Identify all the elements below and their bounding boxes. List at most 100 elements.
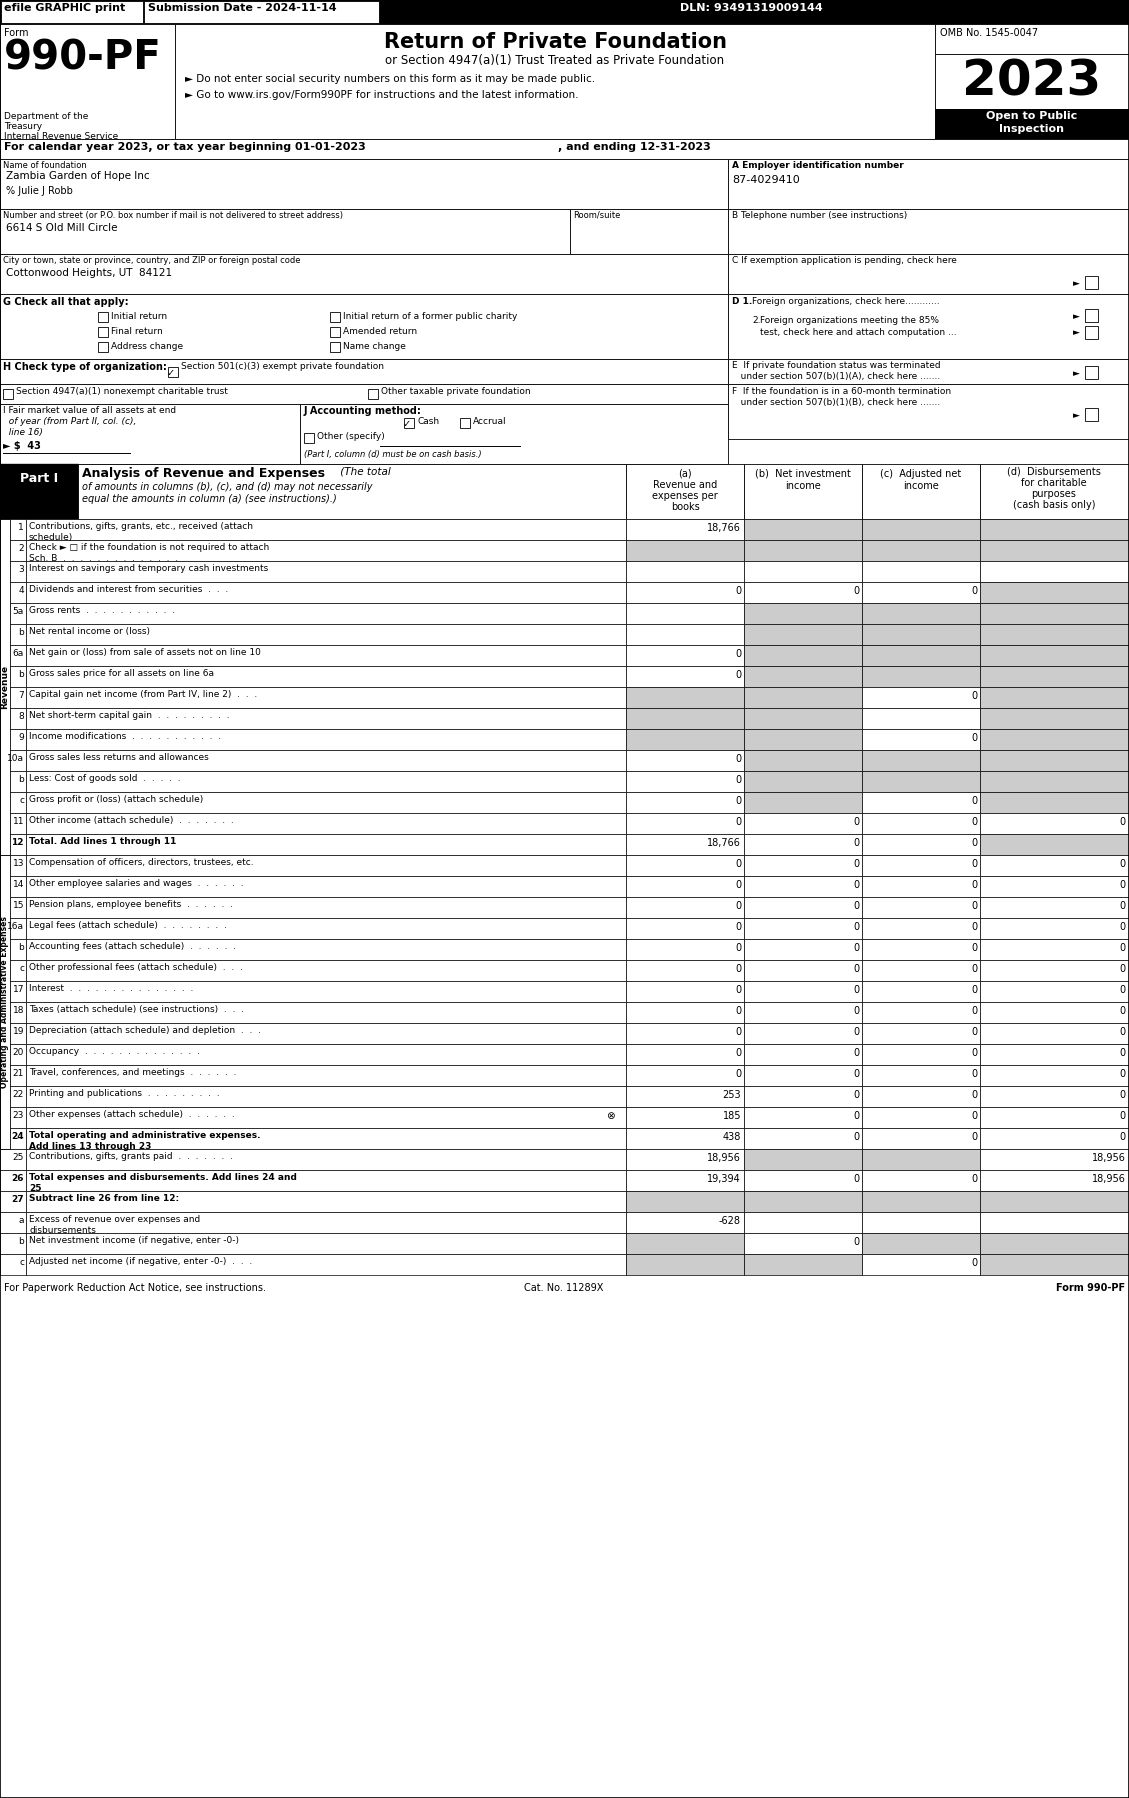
Bar: [98, 327, 108, 336]
Bar: [26, 1212, 625, 1233]
Bar: [26, 665, 625, 687]
Text: 0: 0: [852, 838, 859, 849]
Bar: [744, 834, 863, 856]
Bar: [26, 960, 625, 982]
Text: 0: 0: [852, 1027, 859, 1037]
Text: ► Do not enter social security numbers on this form as it may be made public.: ► Do not enter social security numbers o…: [185, 74, 595, 85]
Text: 18,766: 18,766: [707, 523, 741, 532]
Bar: [863, 1253, 980, 1275]
Bar: [0, 708, 26, 728]
Text: 0: 0: [852, 816, 859, 827]
Bar: [0, 1086, 26, 1108]
Text: income: income: [903, 482, 939, 491]
Bar: [0, 771, 26, 791]
Bar: [0, 1045, 26, 1064]
Text: 9: 9: [18, 734, 24, 743]
Text: For calendar year 2023, or tax year beginning 01-01-2023: For calendar year 2023, or tax year begi…: [5, 142, 366, 153]
Bar: [0, 960, 26, 982]
Bar: [744, 1086, 863, 1108]
Text: 18,956: 18,956: [707, 1153, 741, 1163]
Text: ✓: ✓: [167, 369, 175, 378]
Text: Capital gain net income (from Part IV, line 2)  .  .  .: Capital gain net income (from Part IV, l…: [29, 690, 257, 699]
Text: 0: 0: [1120, 1070, 1126, 1079]
Bar: [98, 313, 108, 322]
Text: Revenue: Revenue: [0, 665, 9, 708]
Bar: [744, 960, 863, 982]
Text: 0: 0: [852, 1133, 859, 1142]
Bar: [728, 385, 1129, 439]
Bar: [26, 602, 625, 624]
Text: Total operating and administrative expenses.: Total operating and administrative expen…: [29, 1131, 261, 1140]
Bar: [368, 388, 378, 399]
Bar: [625, 687, 744, 708]
Text: Form: Form: [5, 29, 28, 38]
Bar: [744, 464, 863, 520]
Text: A Employer identification number: A Employer identification number: [732, 162, 903, 171]
Bar: [625, 539, 744, 561]
Bar: [26, 919, 625, 939]
Text: 26: 26: [11, 1174, 24, 1183]
Text: C If exemption application is pending, check here: C If exemption application is pending, c…: [732, 255, 957, 264]
Text: 0: 0: [852, 1237, 859, 1248]
Bar: [0, 360, 728, 385]
Text: Printing and publications  .  .  .  .  .  .  .  .  .: Printing and publications . . . . . . . …: [29, 1090, 220, 1099]
Bar: [625, 1064, 744, 1086]
Text: Name of foundation: Name of foundation: [3, 162, 87, 171]
Bar: [863, 919, 980, 939]
Text: Operating and Administrative Expenses: Operating and Administrative Expenses: [0, 915, 9, 1088]
Bar: [0, 856, 26, 876]
Text: 15: 15: [12, 901, 24, 910]
Text: 0: 0: [971, 816, 977, 827]
Text: Excess of revenue over expenses and: Excess of revenue over expenses and: [29, 1215, 200, 1224]
Text: 0: 0: [971, 985, 977, 994]
Bar: [26, 771, 625, 791]
Bar: [0, 539, 26, 561]
Text: 14: 14: [12, 879, 24, 888]
Bar: [26, 982, 625, 1001]
Text: 0: 0: [852, 964, 859, 975]
Bar: [980, 1001, 1129, 1023]
Text: of amounts in columns (b), (c), and (d) may not necessarily: of amounts in columns (b), (c), and (d) …: [82, 482, 373, 493]
Text: 0: 0: [735, 985, 741, 994]
Bar: [980, 1086, 1129, 1108]
Text: Gross profit or (loss) (attach schedule): Gross profit or (loss) (attach schedule): [29, 795, 203, 804]
Bar: [0, 520, 26, 539]
Text: Adjusted net income (if negative, enter -0-)  .  .  .: Adjusted net income (if negative, enter …: [29, 1257, 252, 1266]
Text: b: b: [18, 628, 24, 636]
Bar: [0, 750, 26, 771]
Bar: [744, 645, 863, 665]
Text: Occupancy  .  .  .  .  .  .  .  .  .  .  .  .  .  .: Occupancy . . . . . . . . . . . . . .: [29, 1046, 200, 1055]
Bar: [0, 897, 26, 919]
Text: Legal fees (attach schedule)  .  .  .  .  .  .  .  .: Legal fees (attach schedule) . . . . . .…: [29, 921, 227, 930]
Text: 0: 0: [971, 964, 977, 975]
Text: 0: 0: [735, 797, 741, 806]
Bar: [26, 1001, 625, 1023]
Text: (Part I, column (d) must be on cash basis.): (Part I, column (d) must be on cash basi…: [304, 450, 482, 458]
Bar: [26, 750, 625, 771]
Bar: [0, 665, 26, 687]
Bar: [744, 624, 863, 645]
Text: 16a: 16a: [7, 922, 24, 931]
Text: 0: 0: [971, 1007, 977, 1016]
Text: 0: 0: [852, 1174, 859, 1185]
Text: Income modifications  .  .  .  .  .  .  .  .  .  .  .: Income modifications . . . . . . . . . .…: [29, 732, 221, 741]
Text: Name change: Name change: [343, 342, 405, 351]
Bar: [980, 771, 1129, 791]
Text: c: c: [19, 964, 24, 973]
Bar: [863, 1064, 980, 1086]
Bar: [26, 728, 625, 750]
Text: 10a: 10a: [7, 753, 24, 762]
Bar: [980, 791, 1129, 813]
Text: 0: 0: [971, 734, 977, 743]
Text: Open to Public: Open to Public: [987, 111, 1077, 120]
Text: Interest  .  .  .  .  .  .  .  .  .  .  .  .  .  .  .: Interest . . . . . . . . . . . . . . .: [29, 984, 193, 992]
Text: ► Go to www.irs.gov/Form990PF for instructions and the latest information.: ► Go to www.irs.gov/Form990PF for instru…: [185, 90, 578, 101]
Bar: [330, 327, 340, 336]
Bar: [1085, 325, 1099, 340]
Bar: [728, 360, 1129, 385]
Bar: [980, 876, 1129, 897]
Bar: [26, 539, 625, 561]
Bar: [0, 1127, 26, 1149]
Text: Treasury: Treasury: [5, 122, 42, 131]
Bar: [0, 254, 728, 295]
